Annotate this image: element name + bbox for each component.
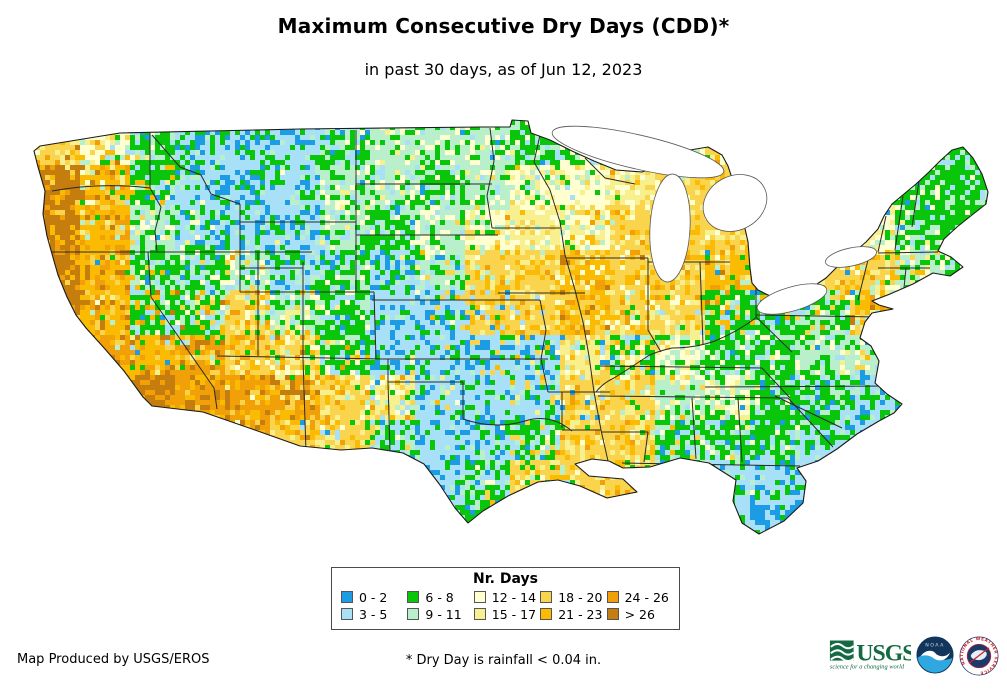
page-subtitle: in past 30 days, as of Jun 12, 2023 — [364, 60, 643, 79]
legend-label: > 26 — [624, 606, 655, 622]
usgs-tagline: science for a changing world — [830, 664, 905, 671]
us-outline — [33, 119, 989, 535]
legend-item: 0 - 2 — [341, 589, 407, 605]
legend-item: > 26 — [606, 606, 673, 622]
usgs-wordmark: USGS — [856, 641, 911, 667]
legend-swatch — [407, 591, 420, 603]
dry-day-note: * Dry Day is rainfall < 0.04 in. — [405, 653, 602, 668]
legend-swatch — [473, 591, 486, 603]
legend-label: 12 - 14 — [491, 589, 537, 605]
page-title: Maximum Consecutive Dry Days (CDD)* — [277, 14, 730, 38]
legend-item: 9 - 11 — [407, 606, 473, 622]
noaa-abbr: NOAA — [925, 642, 945, 648]
agency-logos: USGS science for a changing world NOAA N… — [829, 636, 999, 676]
legend-item: 18 - 20 — [540, 589, 606, 605]
legend-swatch — [540, 591, 553, 603]
map-credit: Map Produced by USGS/EROS — [17, 652, 210, 667]
legend-swatch — [341, 591, 353, 603]
legend-item: 21 - 23 — [540, 606, 606, 622]
noaa-logo: NOAA — [916, 636, 954, 674]
state-borders — [46, 127, 939, 467]
legend-label: 21 - 23 — [558, 606, 603, 622]
legend-label: 0 - 2 — [359, 589, 388, 605]
legend-label: 18 - 20 — [558, 589, 603, 605]
nws-front-line-icon — [968, 647, 990, 664]
great-lakes — [551, 125, 877, 315]
legend-swatch — [540, 608, 553, 620]
legend-title: Nr. Days — [473, 571, 538, 587]
nws-logo: NATIONAL WEATHER SERVICE — [959, 636, 999, 676]
legend-label: 15 - 17 — [491, 606, 537, 622]
legend-swatch — [606, 591, 619, 603]
lake-erie — [756, 283, 828, 315]
legend-label: 9 - 11 — [425, 606, 462, 622]
legend-item: 12 - 14 — [473, 589, 540, 605]
legend-swatch — [341, 608, 353, 620]
legend-item: 3 - 5 — [341, 606, 407, 622]
legend-swatch — [473, 608, 486, 620]
legend-label: 6 - 8 — [425, 589, 454, 605]
legend-swatch — [407, 608, 420, 620]
legend-item: 6 - 8 — [407, 589, 473, 605]
lake-huron — [702, 174, 768, 232]
lake-michigan — [649, 173, 691, 283]
legend-label: 24 - 26 — [624, 589, 669, 605]
map-raster — [34, 120, 988, 534]
legend-item: 15 - 17 — [473, 606, 540, 622]
legend-item: 24 - 26 — [606, 589, 673, 605]
legend-label: 3 - 5 — [359, 606, 388, 622]
lake-superior — [551, 125, 725, 179]
legend-swatch — [606, 608, 619, 620]
lake-ontario — [825, 246, 877, 268]
usgs-logo: USGS science for a changing world — [829, 640, 911, 671]
